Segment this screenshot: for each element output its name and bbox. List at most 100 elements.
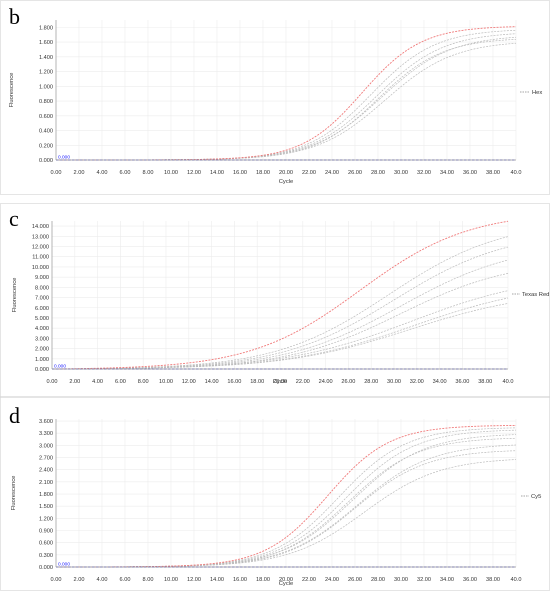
highlighted-curve <box>56 26 517 161</box>
y-tick-label: 11.000 <box>32 255 49 261</box>
x-tick-label: 24.00 <box>325 577 339 583</box>
x-tick-label: 12.00 <box>187 170 201 176</box>
y-tick-label: 0.600 <box>39 541 53 547</box>
y-tick-label: 2.100 <box>39 480 53 486</box>
y-tick-label: 1.200 <box>39 516 53 522</box>
y-tick-label: 0.800 <box>39 99 53 105</box>
y-tick-label: 0.900 <box>39 529 53 535</box>
axes: 0.00 2.00 4.00 6.00 8.00 10.00 12.00 14.00 16.00… <box>32 221 514 385</box>
amplification-curve <box>56 429 517 568</box>
grid <box>55 20 517 161</box>
y-tick-label: 0.000 <box>39 158 53 164</box>
y-tick-label: 1.800 <box>39 492 53 498</box>
x-tick-label: 20.00 <box>279 577 293 583</box>
x-tick-label: 34.00 <box>440 170 454 176</box>
x-tick-label: 40.0 <box>511 170 522 176</box>
x-tick-label: 8.00 <box>143 577 154 583</box>
amplification-curve <box>51 246 509 370</box>
x-tick-label: 0.00 <box>51 170 62 176</box>
x-tick-label: 28.00 <box>371 577 385 583</box>
grid <box>55 419 517 568</box>
x-tick-label: 36.00 <box>463 577 477 583</box>
y-axis-label: Fluorescence <box>11 476 17 511</box>
chart-texas-red: 0.000 0.00 2.00 4.00 6.00 8.00 10.00 12.00 14.0… <box>0 203 550 398</box>
y-tick-label: 8.000 <box>35 285 49 291</box>
x-tick-label: 34.00 <box>440 577 454 583</box>
y-tick-label: 7.000 <box>35 296 49 302</box>
x-tick-label: 4.00 <box>97 170 108 176</box>
x-tick-label: 18.00 <box>256 577 270 583</box>
legend-label-texas-red: Texas Red <box>522 292 549 298</box>
x-tick-label: 22.00 <box>302 577 316 583</box>
x-tick-label: 0.00 <box>51 577 62 583</box>
legend: Cy5 <box>521 494 541 500</box>
x-tick-label: 18.00 <box>250 379 264 385</box>
x-tick-label: 20.00 <box>279 170 293 176</box>
y-tick-label: 6.000 <box>35 306 49 312</box>
y-tick-label: 0.000 <box>35 367 49 373</box>
x-tick-label: 14.00 <box>205 379 219 385</box>
x-tick-label: 38.00 <box>486 170 500 176</box>
y-tick-label: 0.300 <box>39 553 53 559</box>
amplification-curve <box>56 437 517 568</box>
x-tick-label: 18.00 <box>256 170 270 176</box>
amplification-curve <box>56 444 517 568</box>
x-tick-label: 32.00 <box>417 577 431 583</box>
amplification-curve <box>56 450 517 568</box>
x-tick-label: 4.00 <box>92 379 103 385</box>
axes: 0.00 2.00 4.00 6.00 8.00 10.00 12.00 14.00 16.00… <box>39 419 521 583</box>
x-tick-label: 14.00 <box>210 170 224 176</box>
x-tick-label: 34.00 <box>433 379 447 385</box>
x-tick-label: 22.00 <box>302 170 316 176</box>
x-tick-label: 20.00 <box>273 379 287 385</box>
x-tick-label: 8.00 <box>138 379 149 385</box>
y-tick-label: 12.000 <box>32 245 49 251</box>
axes: 0.00 2.00 4.00 6.00 8.00 10.00 12.00 14.00 16.00… <box>39 20 521 176</box>
legend-label-cy5: Cy5 <box>531 494 541 500</box>
y-tick-label: 1.400 <box>39 55 53 61</box>
plot-frame <box>0 203 550 398</box>
x-tick-label: 0.00 <box>47 379 58 385</box>
x-tick-label: 14.00 <box>210 577 224 583</box>
y-tick-label: 5.000 <box>35 316 49 322</box>
x-tick-label: 40.0 <box>511 577 522 583</box>
y-tick-label: 10.000 <box>32 265 49 271</box>
x-tick-label: 2.00 <box>69 379 80 385</box>
y-tick-label: 0.400 <box>39 129 53 135</box>
amplification-curve <box>51 303 509 370</box>
y-tick-label: 2.700 <box>39 456 53 462</box>
y-tick-label: 0.000 <box>39 565 53 571</box>
x-tick-label: 12.00 <box>187 577 201 583</box>
y-tick-label: 3.600 <box>39 419 53 425</box>
x-tick-label: 22.00 <box>296 379 310 385</box>
x-tick-label: 28.00 <box>364 379 378 385</box>
x-tick-label: 26.00 <box>348 577 362 583</box>
amplification-curve <box>51 273 509 370</box>
plot-frame <box>0 396 550 591</box>
x-tick-label: 6.00 <box>120 577 131 583</box>
x-tick-label: 10.00 <box>164 577 178 583</box>
y-tick-label: 2.000 <box>35 347 49 353</box>
x-tick-label: 16.00 <box>233 577 247 583</box>
x-tick-label: 32.00 <box>410 379 424 385</box>
chart-cy5: 0.000 0.00 2.00 4.00 6.00 8.00 10.00 12.00 14.0… <box>0 396 550 591</box>
y-axis-label: Fluorescence <box>9 73 15 108</box>
plot-frame <box>0 0 550 195</box>
y-tick-label: 1.200 <box>39 70 53 76</box>
x-tick-label: 2.00 <box>74 577 85 583</box>
x-tick-label: 40.0 <box>503 379 514 385</box>
x-tick-label: 24.00 <box>319 379 333 385</box>
x-tick-label: 2.00 <box>74 170 85 176</box>
x-tick-label: 16.00 <box>233 170 247 176</box>
y-tick-label: 14.000 <box>32 224 49 230</box>
x-tick-label: 32.00 <box>417 170 431 176</box>
amplification-curve <box>56 434 517 568</box>
y-tick-label: 4.000 <box>35 326 49 332</box>
panel-letter-b: b <box>9 4 20 29</box>
amplification-curve <box>56 36 517 161</box>
amplification-curve <box>56 33 517 161</box>
x-axis-label: Cycle <box>279 179 294 185</box>
legend: Texas Red <box>512 292 549 298</box>
x-tick-label: 8.00 <box>143 170 154 176</box>
y-axis-label: Fluorescence <box>12 278 18 313</box>
